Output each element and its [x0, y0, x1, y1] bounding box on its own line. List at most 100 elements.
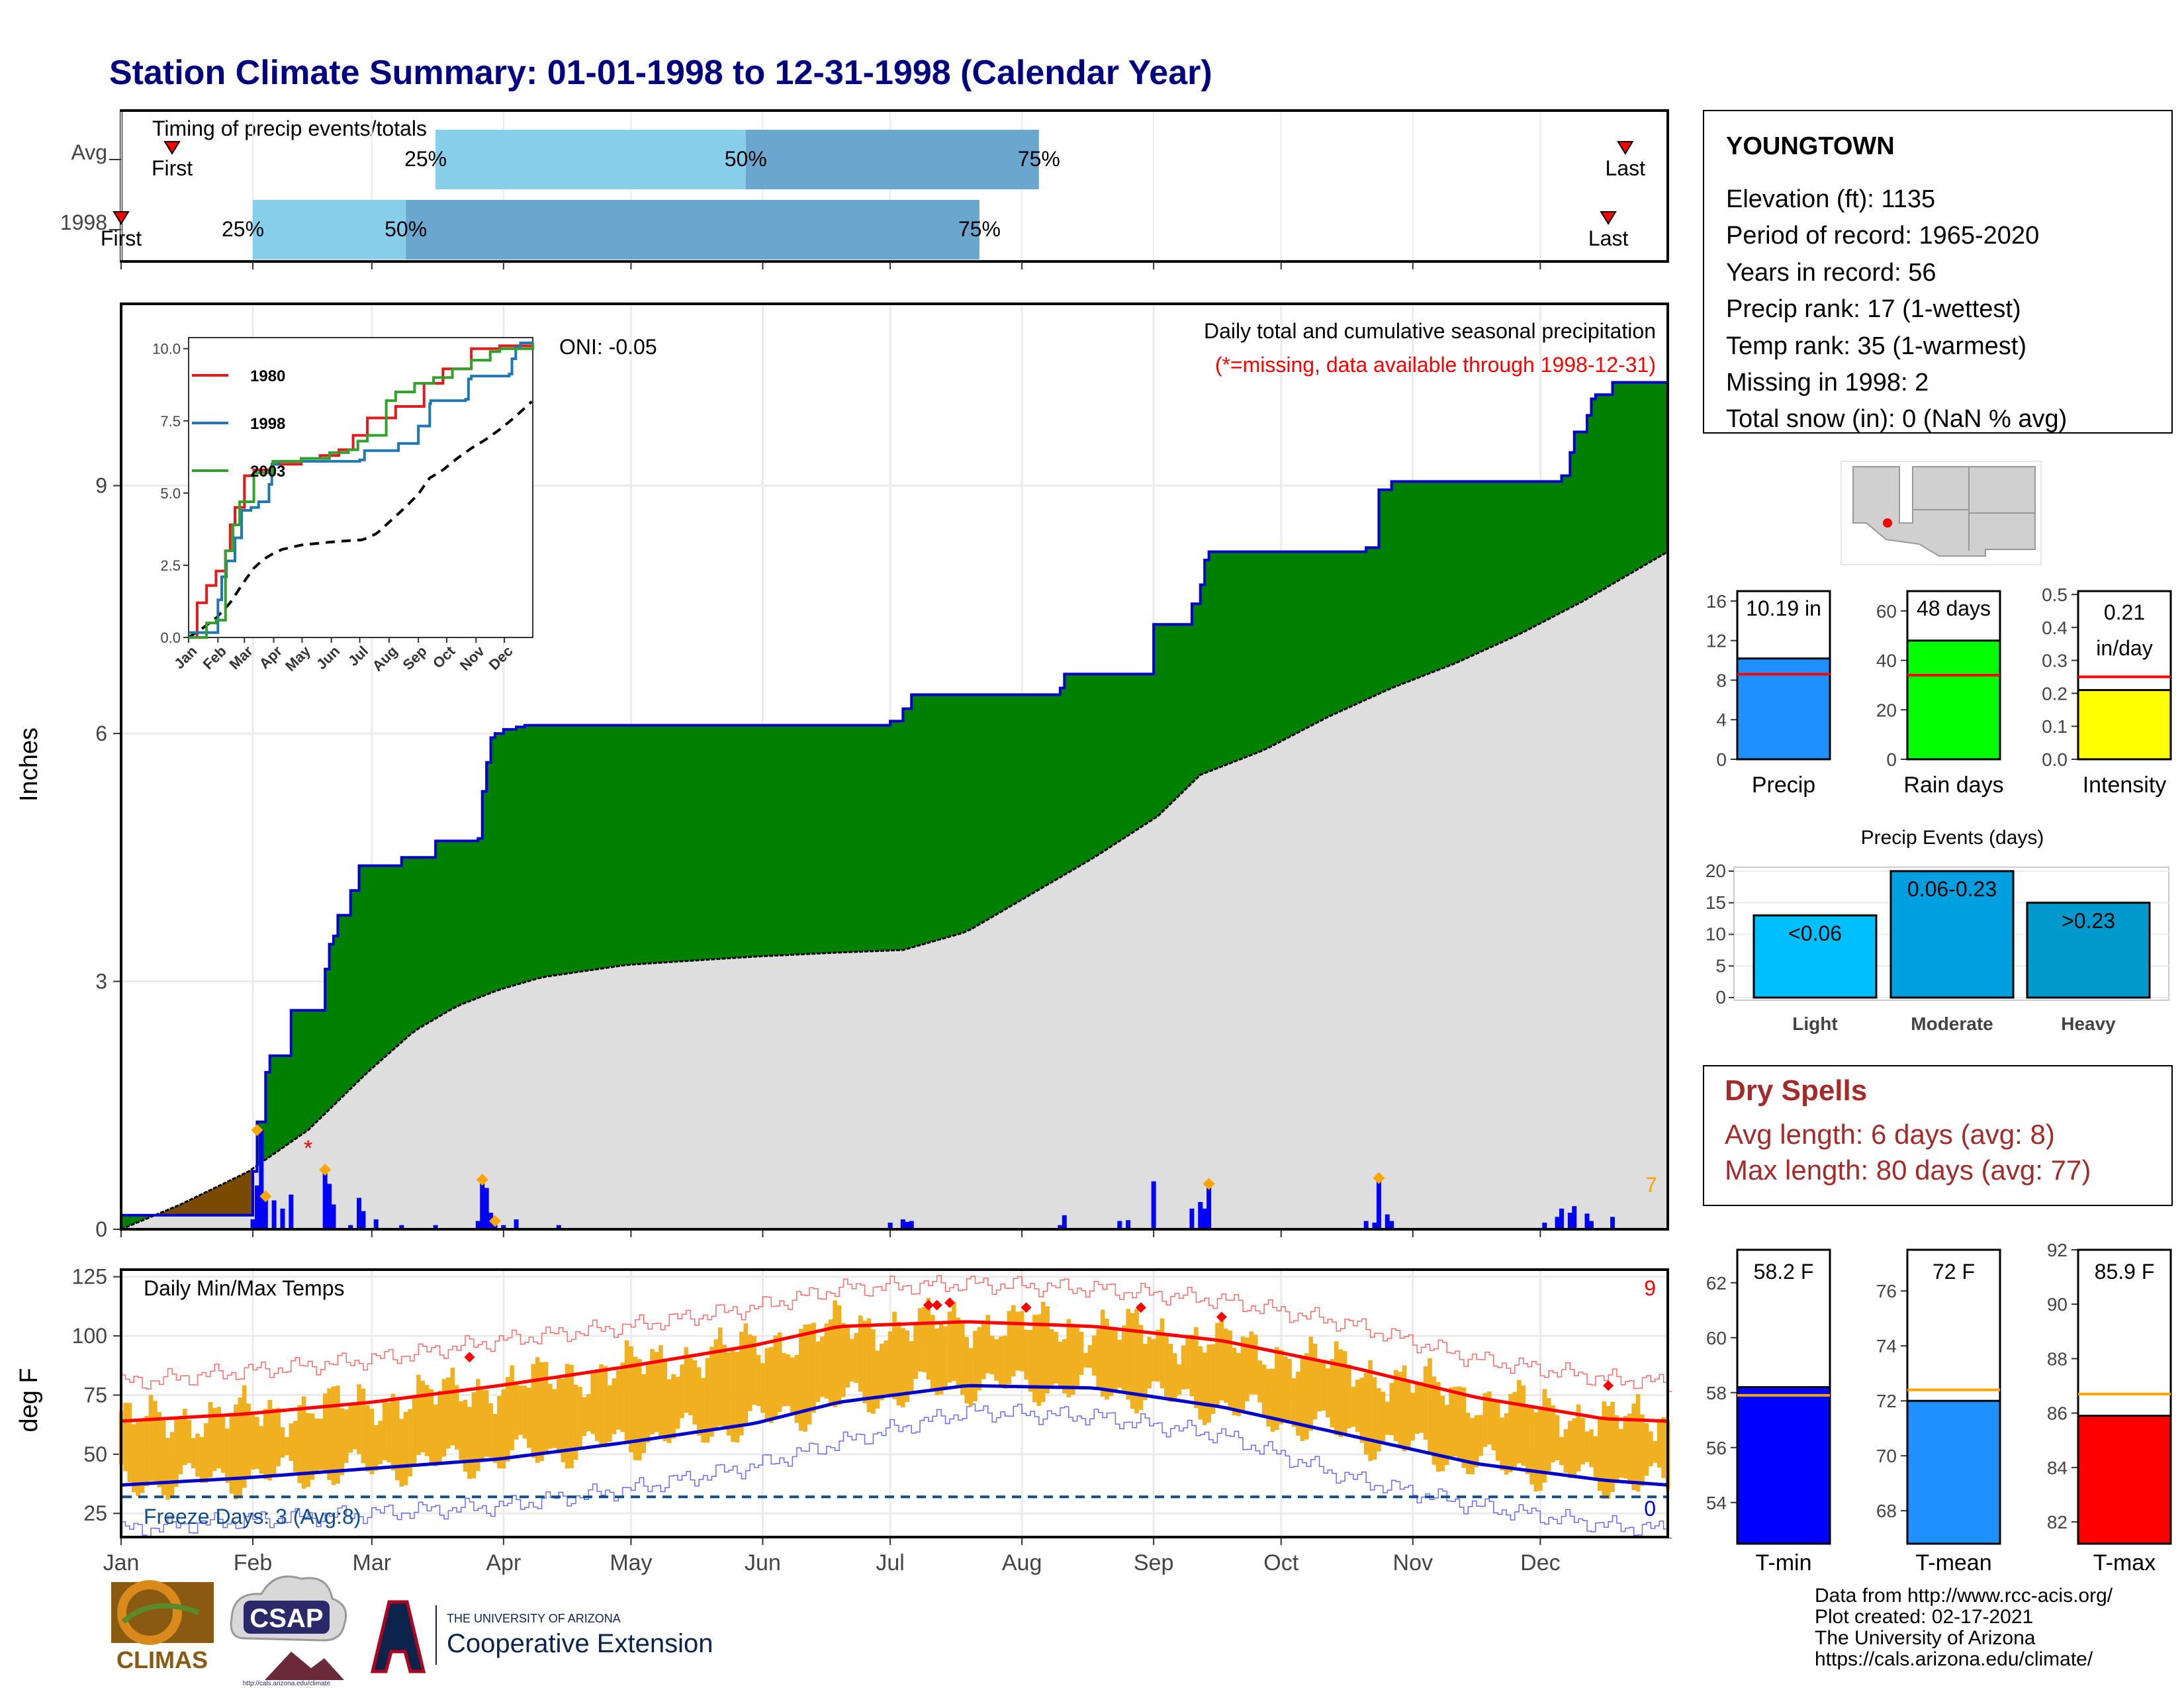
temp-daily-bar	[922, 1307, 927, 1372]
temp-daily-bar	[1619, 1429, 1623, 1478]
temp-daily-bar	[441, 1379, 447, 1457]
precip-daily-bar	[1555, 1217, 1560, 1229]
temp-daily-bar	[590, 1370, 595, 1434]
csap-logo-url: http://cals.arizona.edu/climate	[243, 1680, 331, 1687]
temp-daily-bar	[1657, 1422, 1662, 1468]
temp-daily-bar	[1177, 1364, 1181, 1395]
temp-daily-bar	[1253, 1335, 1258, 1395]
station-line: Elevation (ft): 1135	[1726, 185, 1935, 213]
temp-daily-bar	[1083, 1352, 1088, 1368]
temp-daily-bar	[144, 1415, 149, 1487]
temp-daily-bar	[1428, 1358, 1432, 1452]
precip-rank-marker	[1373, 1172, 1385, 1184]
climas-logo: CLIMAS	[111, 1580, 214, 1673]
temp-daily-bar	[242, 1385, 247, 1488]
temp-daily-bar	[1206, 1344, 1211, 1423]
temp-daily-bar	[1487, 1391, 1492, 1445]
temp-record-marker	[1021, 1302, 1032, 1313]
tempbar-ytick-label: 74	[1876, 1336, 1897, 1356]
temp-daily-bar	[123, 1403, 128, 1472]
temp-daily-bar	[815, 1341, 821, 1402]
precip-daily-bar	[280, 1208, 285, 1229]
temp-daily-bar	[717, 1327, 723, 1426]
minibar-ytick-label: 0.5	[2042, 585, 2068, 605]
climas-logo-wave	[121, 1603, 200, 1624]
temp-daily-bar	[263, 1409, 268, 1479]
tempbar-value-bar	[1736, 1385, 1831, 1545]
temp-daily-bar	[862, 1321, 867, 1404]
temp-daily-bar	[1347, 1364, 1351, 1429]
tempbar-value-label: 85.9 F	[2095, 1260, 2155, 1284]
temp-daily-bar	[280, 1427, 285, 1458]
timing-p25-label: 25%	[222, 217, 264, 241]
precip-rank-marker	[476, 1174, 488, 1186]
temp-daily-bar	[306, 1413, 310, 1487]
temp-daily-bar	[420, 1380, 426, 1452]
temp-daily-bar	[1508, 1393, 1513, 1473]
temp-daily-bar	[811, 1323, 816, 1413]
temp-daily-bar	[666, 1379, 672, 1444]
temp-daily-bar	[484, 1389, 489, 1457]
station-info: YOUNGTOWN Elevation (ft): 1135 Period of…	[1703, 110, 2173, 434]
precip-events-panel: Precip Events (days) 0 5 10 15 20 <0.06 Light 0…	[1706, 827, 2169, 1034]
temp-daily-bar	[1363, 1373, 1369, 1455]
temp-daily-bar	[535, 1357, 540, 1463]
temp-daily-bar	[514, 1382, 519, 1440]
temp-daily-bar	[424, 1385, 430, 1456]
temp-daily-bar	[1338, 1349, 1343, 1438]
precip-daily-bar	[322, 1170, 328, 1229]
precip-daily-bar	[1189, 1208, 1195, 1229]
temp-daily-bar	[271, 1408, 277, 1476]
precip-ytick-label: 0	[95, 1217, 107, 1241]
temp-normal-max-line	[120, 1320, 1668, 1423]
temp-daily-bar	[340, 1408, 345, 1476]
precip-daily-bar	[1610, 1217, 1615, 1229]
timing-first-marker	[163, 141, 181, 155]
temp-daily-bar	[234, 1404, 238, 1500]
timing-row-label-avg: Avg	[71, 140, 107, 164]
temp-daily-bar	[204, 1423, 208, 1483]
temp-record-marker	[1603, 1380, 1614, 1391]
temp-daily-bar	[1168, 1343, 1173, 1402]
minibar-value-bar	[2077, 688, 2172, 761]
minibar-ytick-label: 8	[1716, 670, 1727, 690]
dry-spells-title: Dry Spells	[1725, 1074, 1867, 1107]
temp-daily-bar	[985, 1315, 991, 1374]
tempbar-ytick-label: 62	[1706, 1273, 1727, 1293]
temp-daily-bar	[216, 1407, 221, 1469]
events-bar-label: >0.23	[2062, 909, 2115, 933]
precip-daily-bar	[361, 1211, 366, 1229]
temp-daily-bar	[1398, 1372, 1402, 1448]
timing-box-25-50	[435, 130, 746, 189]
temp-daily-bar	[892, 1311, 897, 1399]
temp-daily-bar	[238, 1397, 243, 1497]
tempbar-ytick-label: 58	[1706, 1383, 1727, 1403]
temp-daily-bar	[1291, 1378, 1297, 1427]
inset-legend-label: 1998	[250, 415, 285, 433]
temp-daily-bar	[764, 1348, 770, 1421]
timing-last-label: Last	[1588, 226, 1629, 250]
temp-daily-bar	[429, 1389, 433, 1463]
temp-daily-bar	[1075, 1325, 1079, 1386]
temp-daily-bar	[1551, 1405, 1555, 1463]
temp-daily-bar	[480, 1389, 485, 1462]
precip-daily-bar	[373, 1219, 379, 1229]
temp-daily-bar	[1406, 1382, 1411, 1448]
events-title: Precip Events (days)	[1861, 827, 2044, 849]
temp-daily-bar	[879, 1343, 884, 1401]
minibar-ytick-label: 40	[1876, 651, 1897, 671]
month-label: Nov	[1393, 1550, 1433, 1575]
temp-daily-bar	[1126, 1309, 1130, 1400]
temp-daily-bar	[361, 1388, 366, 1464]
temp-daily-bar	[1529, 1406, 1534, 1485]
temp-daily-bar	[726, 1352, 731, 1436]
temp-daily-bar	[293, 1421, 298, 1472]
precip-subtitle: (*=missing, data available through 1998-…	[1215, 353, 1656, 377]
precip-daily-bar	[909, 1221, 914, 1229]
temp-daily-bar	[756, 1354, 761, 1406]
temp-daily-bar	[629, 1346, 633, 1452]
temp-daily-bar	[866, 1318, 872, 1413]
temp-record-marker	[464, 1352, 475, 1363]
precip-daily-bar	[514, 1219, 519, 1229]
temp-daily-bar	[399, 1419, 404, 1487]
